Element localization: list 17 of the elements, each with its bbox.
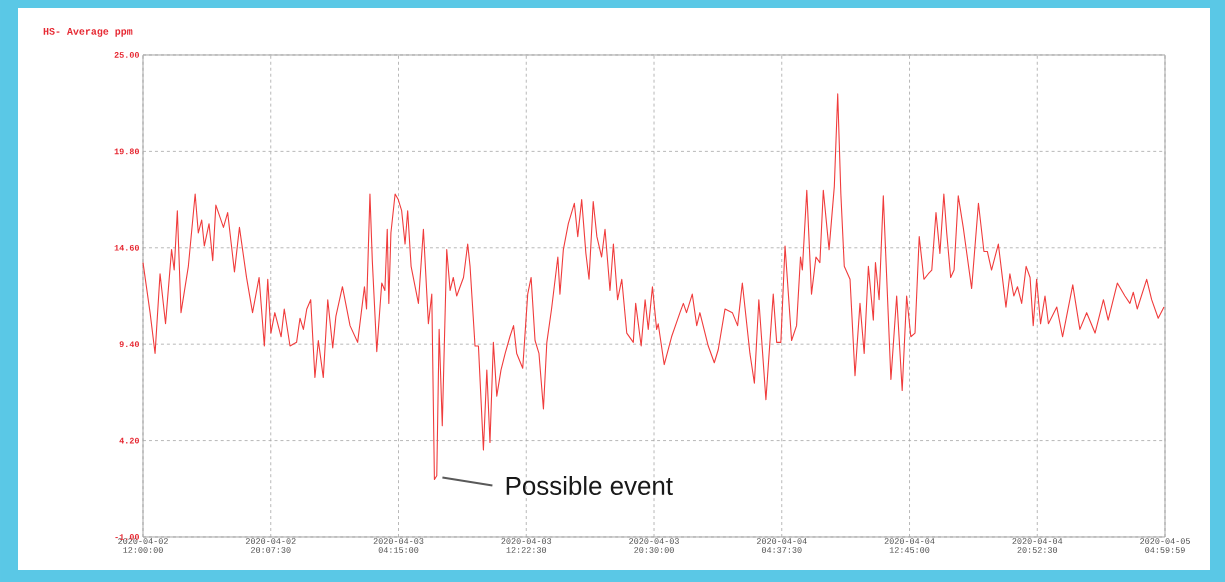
y-tick-label: -1.00 (115, 534, 139, 540)
y-tick-label: 19.80 (114, 148, 139, 155)
x-tick-label: 2020-04-02 20:07:30 (245, 538, 296, 553)
x-tick-label: 2020-04-03 12:22:30 (501, 538, 552, 553)
y-tick-label: 4.20 (119, 437, 139, 444)
x-tick-label: 2020-04-04 04:37:30 (756, 538, 807, 553)
x-tick-label: 2020-04-03 04:15:00 (373, 538, 424, 553)
x-tick-label: 2020-04-02 12:00:00 (118, 538, 168, 553)
x-tick-label: 2020-04-05 04:59:59 (1140, 538, 1190, 553)
chart-title: HS- Average ppm (43, 27, 133, 37)
x-tick-label: 2020-04-03 20:30:00 (629, 538, 679, 553)
y-tick-label: 9.40 (119, 341, 139, 348)
x-tick-label: 2020-04-04 12:45:00 (884, 538, 935, 553)
y-tick-label: 25.00 (114, 52, 139, 58)
annotation: Possible event (506, 476, 673, 496)
x-tick-label: 2020-04-04 20:52:30 (1012, 538, 1063, 553)
y-tick-label: 14.60 (114, 244, 139, 251)
